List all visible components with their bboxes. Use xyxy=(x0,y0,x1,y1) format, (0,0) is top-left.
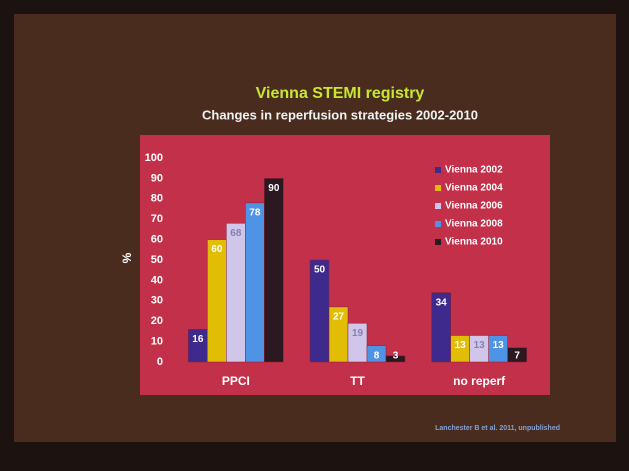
legend-label: Vienna 2010 xyxy=(445,237,503,248)
y-axis-label: % xyxy=(120,252,134,263)
value-label: 90 xyxy=(268,183,280,194)
y-tick-label: 20 xyxy=(151,315,163,327)
legend-swatch xyxy=(435,221,441,227)
y-tick-label: 70 xyxy=(151,213,163,225)
value-label: 13 xyxy=(493,340,505,351)
value-label: 8 xyxy=(374,350,380,361)
bar xyxy=(245,203,264,362)
x-tick-label: TT xyxy=(350,374,365,388)
value-label: 34 xyxy=(436,297,448,308)
value-label: 13 xyxy=(474,340,486,351)
bar xyxy=(226,223,245,362)
value-label: 50 xyxy=(314,265,326,276)
legend-label: Vienna 2002 xyxy=(445,165,503,176)
legend-swatch xyxy=(435,203,441,209)
footnote: Lanchester B et al. 2011, unpublished xyxy=(435,425,560,432)
y-tick-label: 80 xyxy=(151,193,163,205)
legend-swatch xyxy=(435,167,441,173)
legend-swatch xyxy=(435,185,441,191)
value-label: 68 xyxy=(230,228,242,239)
legend-label: Vienna 2008 xyxy=(445,219,503,230)
y-tick-label: 50 xyxy=(151,254,163,266)
y-tick-label: 60 xyxy=(151,234,163,246)
y-tick-label: 30 xyxy=(151,295,163,307)
value-label: 16 xyxy=(192,334,204,345)
value-label: 19 xyxy=(352,328,364,339)
y-tick-label: 10 xyxy=(151,336,163,348)
value-label: 13 xyxy=(455,340,467,351)
x-tick-label: no reperf xyxy=(453,374,506,388)
value-label: 3 xyxy=(393,351,399,362)
bar xyxy=(207,240,226,362)
y-tick-label: 40 xyxy=(151,274,163,286)
value-label: 78 xyxy=(249,208,261,219)
y-tick-label: 90 xyxy=(151,172,163,184)
chart-subtitle: Changes in reperfusion strategies 2002-2… xyxy=(202,107,478,122)
value-label: 60 xyxy=(211,244,223,255)
legend-label: Vienna 2006 xyxy=(445,201,503,212)
chart: Vienna STEMI registry Changes in reperfu… xyxy=(0,0,629,471)
legend-swatch xyxy=(435,239,441,245)
chart-title: Vienna STEMI registry xyxy=(256,85,425,102)
x-tick-label: PPCI xyxy=(222,374,250,388)
value-label: 27 xyxy=(333,312,345,323)
legend-label: Vienna 2004 xyxy=(445,183,503,194)
bar xyxy=(264,178,283,362)
y-tick-label: 0 xyxy=(157,356,163,368)
y-tick-label: 100 xyxy=(145,152,163,164)
value-label: 7 xyxy=(514,351,520,362)
